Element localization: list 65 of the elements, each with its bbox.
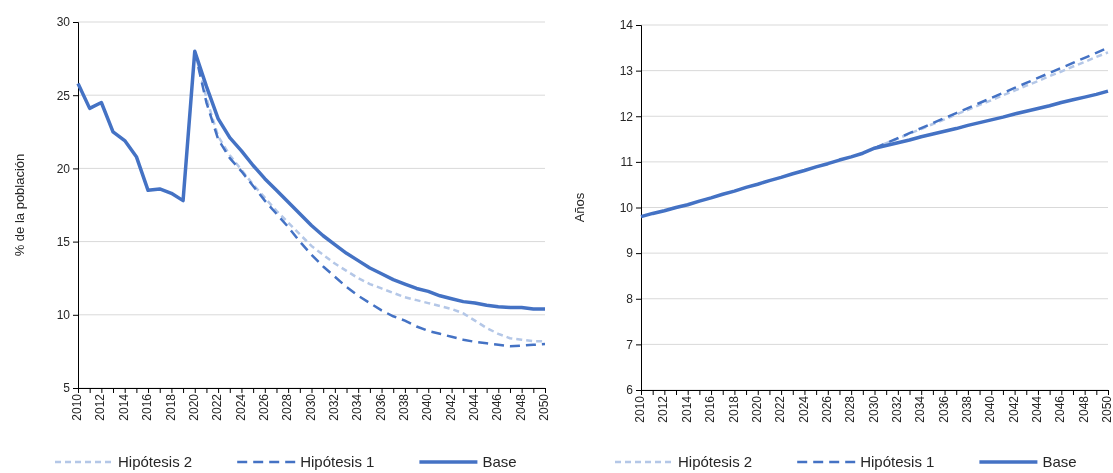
x-tick-label: 2014 bbox=[679, 395, 694, 423]
y-tick-label: 6 bbox=[626, 383, 634, 398]
y-tick-label: 7 bbox=[626, 337, 634, 352]
x-tick-label: 2022 bbox=[210, 393, 225, 421]
y-tick-label: 13 bbox=[619, 63, 634, 78]
y-tick-label: 10 bbox=[619, 200, 634, 215]
legend-label: Hipótesis 2 bbox=[118, 453, 193, 470]
x-tick-label: 2014 bbox=[116, 393, 131, 421]
y-tick-label: 20 bbox=[56, 161, 71, 176]
x-tick-label: 2024 bbox=[796, 395, 811, 423]
x-tick-label: 2046 bbox=[490, 393, 505, 421]
y-axis-title: % de la población bbox=[12, 153, 27, 257]
y-tick-label: 11 bbox=[620, 155, 634, 170]
x-tick-label: 2010 bbox=[633, 395, 648, 423]
x-tick-label: 2044 bbox=[1030, 395, 1045, 423]
y-tick-label: 8 bbox=[626, 292, 634, 307]
x-tick-label: 2048 bbox=[513, 393, 528, 421]
y-tick-label: 30 bbox=[56, 15, 71, 30]
legend-label: Hipótesis 2 bbox=[678, 453, 753, 470]
x-tick-label: 2050 bbox=[1100, 395, 1113, 423]
x-tick-label: 2016 bbox=[703, 395, 718, 423]
x-tick-label: 2042 bbox=[443, 393, 458, 421]
y-tick-label: 14 bbox=[619, 18, 634, 33]
legend-label: Base bbox=[1042, 453, 1077, 470]
x-tick-label: 2022 bbox=[773, 395, 788, 423]
x-tick-label: 2044 bbox=[467, 393, 482, 421]
x-tick-label: 2028 bbox=[843, 395, 858, 423]
x-tick-label: 2012 bbox=[93, 393, 108, 421]
x-tick-label: 2046 bbox=[1053, 395, 1068, 423]
x-tick-label: 2018 bbox=[726, 395, 741, 423]
x-tick-label: 2036 bbox=[373, 393, 388, 421]
x-tick-label: 2024 bbox=[233, 393, 248, 421]
x-tick-label: 2020 bbox=[186, 393, 201, 421]
y-tick-label: 10 bbox=[56, 308, 71, 323]
y-tick-label: 9 bbox=[626, 246, 634, 261]
x-tick-label: 2018 bbox=[163, 393, 178, 421]
x-tick-label: 2048 bbox=[1076, 395, 1091, 423]
x-tick-label: 2042 bbox=[1006, 395, 1021, 423]
x-tick-label: 2032 bbox=[326, 393, 341, 421]
x-tick-label: 2040 bbox=[420, 393, 435, 421]
x-tick-label: 2034 bbox=[350, 393, 365, 421]
y-tick-label: 25 bbox=[56, 88, 71, 103]
x-tick-label: 2026 bbox=[819, 395, 834, 423]
x-tick-label: 2028 bbox=[280, 393, 295, 421]
x-tick-label: 2020 bbox=[749, 395, 764, 423]
y-tick-label: 15 bbox=[56, 234, 71, 249]
x-tick-label: 2032 bbox=[889, 395, 904, 423]
x-tick-label: 2016 bbox=[140, 393, 155, 421]
x-tick-label: 2040 bbox=[983, 395, 998, 423]
y-tick-label: 12 bbox=[619, 109, 634, 124]
x-tick-label: 2038 bbox=[397, 393, 411, 421]
x-tick-label: 2036 bbox=[936, 395, 951, 423]
legend-label: Base bbox=[482, 453, 517, 470]
x-tick-label: 2026 bbox=[256, 393, 271, 421]
legend-label: Hipótesis 1 bbox=[860, 453, 935, 470]
y-axis-title: Años bbox=[572, 192, 587, 223]
x-tick-label: 2010 bbox=[70, 393, 85, 421]
x-tick-label: 2038 bbox=[960, 395, 974, 423]
x-tick-label: 2030 bbox=[303, 393, 318, 421]
x-tick-label: 2050 bbox=[537, 393, 552, 421]
x-tick-label: 2012 bbox=[656, 395, 671, 423]
x-tick-label: 2030 bbox=[866, 395, 881, 423]
legend-label: Hipótesis 1 bbox=[300, 453, 375, 470]
y-tick-label: 5 bbox=[63, 381, 71, 396]
x-tick-label: 2034 bbox=[913, 395, 928, 423]
